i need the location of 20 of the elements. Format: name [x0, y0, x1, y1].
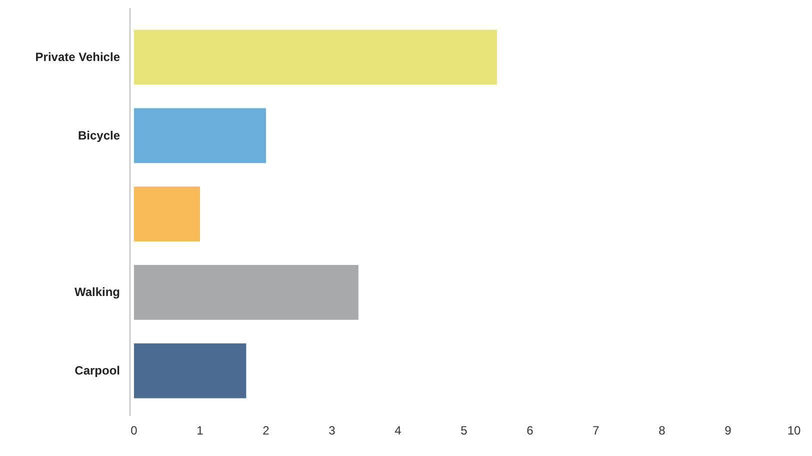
x-tick-label: 2 [262, 424, 270, 438]
bar [134, 186, 200, 242]
bar [134, 108, 266, 164]
bar [134, 30, 497, 85]
x-tick-label: 5 [460, 424, 468, 438]
x-tick-label: 7 [592, 424, 600, 438]
y-tick-label: Walking [74, 285, 120, 300]
y-tick-label: Carpool [74, 364, 120, 378]
bar [134, 264, 358, 320]
x-tick-label: 1 [196, 424, 204, 438]
x-tick-label: 9 [724, 424, 732, 438]
x-tick-label: 10 [787, 424, 801, 438]
x-tick-label: 8 [658, 424, 666, 438]
x-tick-label: 3 [328, 424, 336, 438]
x-tick-label: 6 [526, 424, 534, 438]
x-tick-label: 0 [130, 424, 138, 438]
y-tick-label: Private Vehicle [35, 50, 120, 64]
bar [134, 343, 246, 398]
y-tick-label: Bicycle [78, 128, 120, 142]
x-tick-label: 4 [394, 424, 402, 438]
